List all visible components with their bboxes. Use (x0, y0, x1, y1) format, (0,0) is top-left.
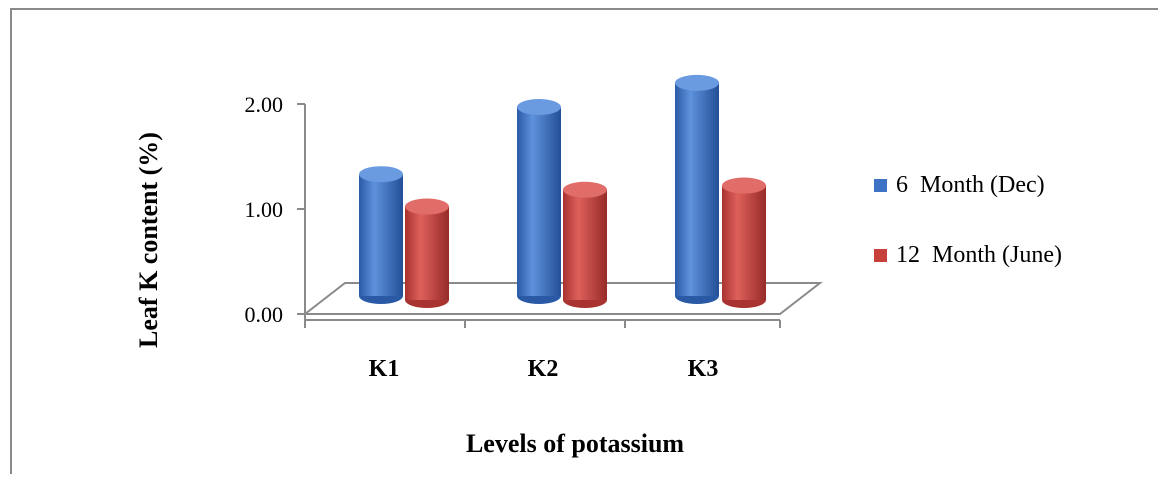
bar-dec-k2 (517, 99, 561, 304)
bar-dec-k1 (359, 166, 403, 304)
chart-frame (10, 8, 1158, 474)
category-label-k1: K1 (369, 356, 400, 382)
legend-label-dec: 6 Month (Dec) (896, 172, 1045, 198)
bar-june-k3 (722, 177, 766, 308)
y-axis-title: Leaf K content (%) (134, 132, 163, 348)
x-axis-title: Levels of potassium (466, 429, 684, 458)
y-axis-ticks: 0.00 1.00 2.00 (245, 92, 781, 328)
category-label-k3: K3 (688, 356, 719, 382)
y-tick-label: 2.00 (245, 92, 284, 117)
category-label-k2: K2 (528, 356, 559, 382)
x-axis-labels: K1 K2 K3 (369, 356, 719, 382)
y-tick-label: 1.00 (245, 197, 284, 222)
bar-june-k1 (405, 198, 449, 308)
legend: 6 Month (Dec) 12 Month (June) (874, 172, 1062, 268)
legend-label-june: 12 Month (June) (896, 242, 1062, 268)
legend-swatch-dec (874, 179, 887, 192)
y-tick-label: 0.00 (245, 302, 284, 327)
bars-layer (359, 74, 766, 308)
legend-swatch-june (874, 249, 887, 262)
bar-june-k2 (563, 181, 607, 308)
bar-dec-k3 (675, 74, 719, 304)
